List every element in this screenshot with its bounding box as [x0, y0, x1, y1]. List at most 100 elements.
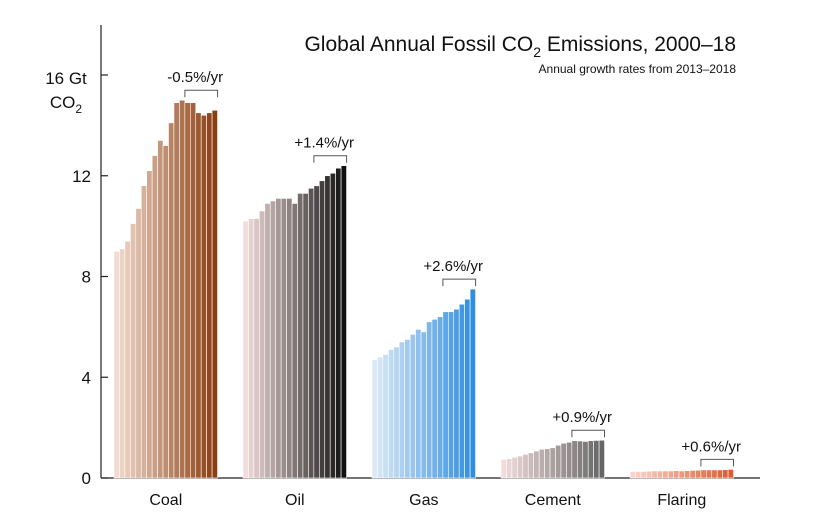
- growth-bracket-coal: [184, 89, 219, 98]
- bar-flaring-2010: [684, 470, 691, 479]
- bar-gas-2017: [464, 298, 471, 479]
- y-axis-label-gas-main: CO: [50, 93, 76, 112]
- bar-cement-2005: [527, 452, 534, 479]
- bar-gas-2010: [426, 321, 433, 479]
- bar-coal-2009: [162, 145, 169, 479]
- bar-gas-2004: [393, 346, 400, 479]
- bar-cement-2004: [522, 454, 529, 479]
- bar-cement-2013: [571, 440, 578, 479]
- growth-rate-label-coal: -0.5%/yr: [167, 69, 223, 86]
- y-tick-label: 12: [72, 167, 91, 186]
- bar-flaring-2006: [662, 470, 669, 479]
- bar-oil-2003: [259, 210, 266, 479]
- bar-coal-2012: [179, 99, 186, 479]
- bar-group-gas: [371, 288, 476, 479]
- bar-coal-2015: [195, 112, 202, 479]
- bar-oil-2017: [335, 167, 342, 479]
- bar-oil-2007: [280, 198, 287, 479]
- bar-gas-2001: [377, 356, 384, 479]
- bar-group-oil: [242, 165, 347, 479]
- bar-flaring-2017: [722, 469, 729, 479]
- chart-subtitle: Annual growth rates from 2013–2018: [539, 62, 737, 76]
- bar-oil-2013: [313, 185, 320, 479]
- growth-rate-label-flaring: +0.6%/yr: [681, 438, 741, 455]
- bar-flaring-2001: [635, 471, 642, 479]
- y-tick-label: 0: [82, 469, 91, 488]
- bar-oil-2000: [242, 220, 249, 479]
- bar-cement-2015: [582, 441, 589, 479]
- bar-gas-2012: [437, 316, 444, 479]
- bar-flaring-2013: [700, 469, 707, 479]
- bar-oil-2018: [340, 165, 347, 479]
- bar-coal-2001: [119, 248, 126, 479]
- bar-flaring-2007: [667, 470, 674, 479]
- category-label-flaring: Flaring: [657, 492, 706, 509]
- chart-title-suffix: Emissions, 2000–18: [541, 33, 736, 56]
- bar-coal-2017: [206, 112, 213, 479]
- bar-oil-2010: [297, 193, 304, 479]
- annotations: Coal -0.5%/yr Oil +1.4%/yr Gas +2.6%/yr Cement…: [149, 69, 741, 509]
- bar-flaring-2003: [646, 470, 653, 479]
- chart-title-subscript: 2: [533, 44, 541, 60]
- chart-title-main: Global Annual Fossil CO: [304, 33, 533, 56]
- growth-rate-label-oil: +1.4%/yr: [294, 135, 354, 152]
- category-label-oil: Oil: [285, 492, 305, 509]
- bar-coal-2013: [184, 102, 191, 479]
- bar-gas-2003: [388, 349, 395, 479]
- y-tick-label: 8: [82, 268, 91, 287]
- bar-cement-2002: [511, 457, 518, 479]
- bar-gas-2005: [398, 341, 405, 479]
- bar-flaring-2011: [689, 470, 696, 479]
- bar-oil-2011: [302, 193, 309, 479]
- bar-coal-2010: [168, 122, 175, 479]
- bar-gas-2007: [409, 334, 416, 479]
- bar-flaring-2014: [705, 469, 713, 479]
- growth-bracket-flaring: [700, 458, 734, 467]
- bar-gas-2000: [371, 359, 378, 479]
- bar-cement-2010: [555, 444, 562, 479]
- bar-cement-2017: [593, 440, 600, 479]
- bar-oil-2008: [286, 198, 293, 479]
- bar-group-cement: [500, 439, 605, 479]
- category-label-gas: Gas: [409, 492, 438, 509]
- growth-rate-label-cement: +0.9%/yr: [552, 409, 612, 426]
- bar-flaring-2012: [695, 469, 702, 479]
- bar-coal-2002: [124, 240, 131, 479]
- bar-gas-2016: [458, 303, 465, 479]
- bars: [113, 99, 734, 479]
- bar-flaring-2015: [711, 469, 718, 479]
- bar-cement-2001: [506, 458, 513, 479]
- bar-gas-2014: [447, 311, 455, 479]
- bar-flaring-2009: [678, 470, 685, 479]
- bar-oil-2009: [291, 203, 298, 479]
- bar-coal-2003: [130, 223, 137, 479]
- growth-bracket-cement: [571, 429, 605, 438]
- bar-oil-2006: [275, 198, 282, 479]
- chart-title: Global Annual Fossil CO2 Emissions, 2000…: [304, 33, 736, 60]
- growth-bracket-oil: [313, 155, 348, 163]
- bar-coal-2007: [151, 155, 158, 479]
- bar-coal-2005: [140, 185, 147, 479]
- category-label-coal: Coal: [149, 492, 182, 509]
- bar-oil-2001: [248, 218, 255, 479]
- bar-cement-2016: [587, 440, 594, 479]
- bar-group-coal: [113, 99, 218, 479]
- bar-cement-2011: [560, 442, 567, 479]
- bar-coal-2006: [146, 170, 153, 479]
- bar-coal-2004: [135, 208, 142, 479]
- bar-flaring-2000: [629, 471, 636, 479]
- bar-cement-2014: [576, 440, 584, 479]
- bar-flaring-2005: [656, 470, 663, 479]
- bar-coal-2011: [173, 102, 180, 479]
- bar-coal-2014: [190, 102, 197, 479]
- bar-flaring-2008: [673, 470, 680, 479]
- bar-cement-2007: [538, 448, 545, 479]
- category-label-cement: Cement: [525, 492, 582, 509]
- bar-gas-2018: [469, 288, 476, 479]
- bar-cement-2000: [500, 459, 507, 479]
- bar-oil-2015: [324, 175, 331, 479]
- bar-group-flaring: [629, 469, 734, 479]
- bar-oil-2012: [308, 188, 315, 479]
- bar-cement-2018: [598, 439, 605, 479]
